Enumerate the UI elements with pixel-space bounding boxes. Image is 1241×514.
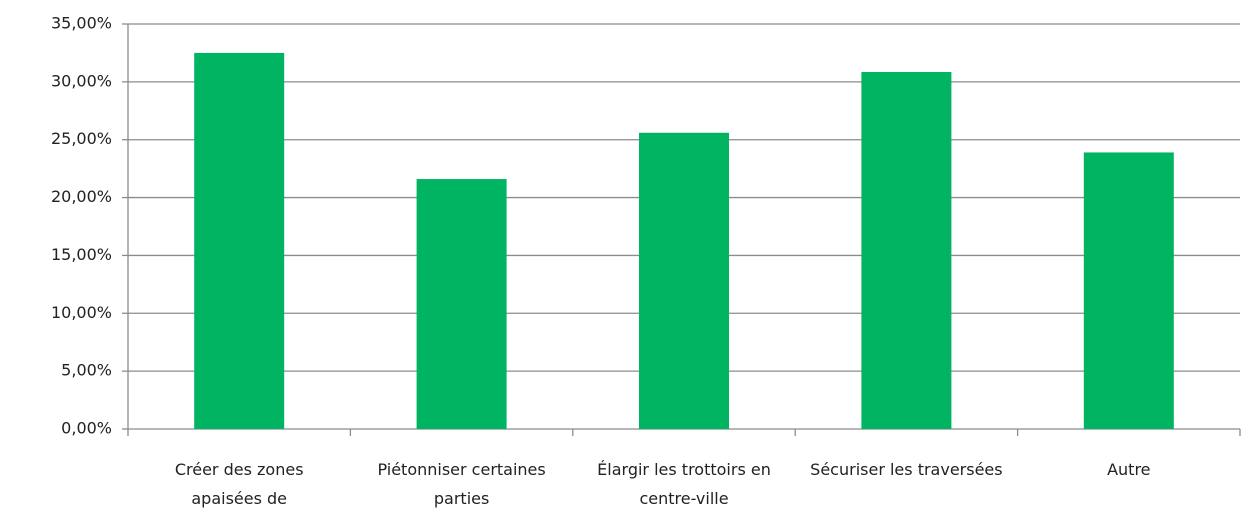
bar xyxy=(861,72,952,430)
x-tick-label: Créer des zones apaisées de xyxy=(174,460,304,508)
x-tick-label: Sécuriser les traversées xyxy=(810,460,1003,479)
bar xyxy=(639,132,729,429)
bar xyxy=(1083,152,1174,429)
y-tick-label: 20,00% xyxy=(51,187,112,206)
y-tick-label: 25,00% xyxy=(51,129,112,148)
y-tick-label: 10,00% xyxy=(51,303,112,322)
y-tick-label: 5,00% xyxy=(61,361,112,380)
bar xyxy=(194,52,285,430)
x-tick-label: Élargir les trottoirs en centre-ville xyxy=(597,460,771,508)
y-tick-label: 15,00% xyxy=(51,245,112,264)
y-tick-label: 0,00% xyxy=(61,419,112,438)
x-tick-label: Piétonniser certaines parties xyxy=(377,460,546,508)
x-tick-label: Autre xyxy=(1107,460,1151,479)
bar xyxy=(416,179,507,429)
y-tick-label: 35,00% xyxy=(51,14,112,33)
y-tick-label: 30,00% xyxy=(51,71,112,90)
